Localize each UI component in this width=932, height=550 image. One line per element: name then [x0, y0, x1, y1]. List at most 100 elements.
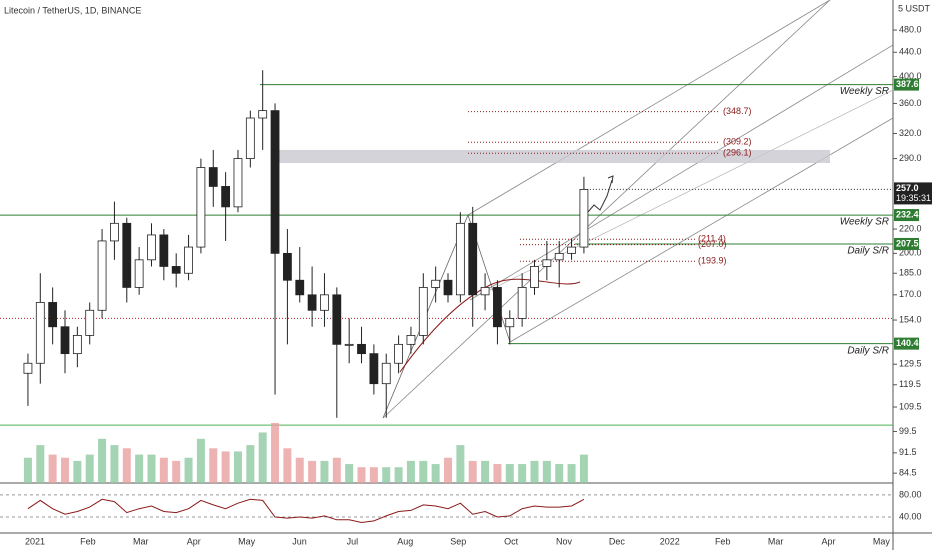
volume-bar: [110, 445, 119, 483]
candle-body: [35, 302, 45, 364]
moving-average: [399, 278, 581, 373]
candle-body: [517, 287, 527, 319]
y-tick-label: 170.0: [899, 289, 922, 299]
y-tick-label: 99.5: [899, 426, 917, 436]
volume-bar: [283, 448, 292, 483]
candle-body: [48, 302, 58, 328]
volume-bar: [382, 467, 391, 483]
candle-body: [542, 259, 552, 267]
volume-bar: [295, 457, 304, 483]
chart-title: Litecoin / TetherUS, 1D, BINANCE: [4, 5, 141, 15]
volume-bar: [271, 423, 280, 483]
x-tick-label: Oct: [504, 536, 519, 546]
level-badge: [894, 209, 919, 222]
volume-bar: [233, 451, 242, 483]
candle-body: [455, 222, 465, 296]
level-note: Daily S/R: [847, 345, 889, 356]
candle-body: [344, 343, 354, 346]
volume-bar: [258, 432, 267, 483]
level-label: 232.4: [896, 209, 919, 219]
volume-bar: [85, 454, 94, 483]
candle-body: [258, 110, 268, 119]
y-tick-label: 440.0: [899, 47, 922, 57]
x-tick-label: May: [873, 536, 891, 546]
y-tick-label: 480.0: [899, 24, 922, 34]
candle-body: [184, 246, 193, 274]
rsi-line: [27, 498, 585, 524]
x-tick-label: Aug: [397, 536, 413, 546]
x-tick-label: Apr: [187, 536, 201, 546]
candle-body: [233, 158, 243, 208]
target-label: (193.9): [698, 256, 727, 266]
x-tick-label: Apr: [821, 536, 835, 546]
y-tick-label: 290.0: [899, 153, 922, 163]
x-tick-label: 2021: [25, 536, 45, 546]
candle-body: [159, 234, 169, 267]
candle-body: [394, 343, 403, 364]
level-label: 207.5: [896, 238, 919, 248]
target-label: (211.4): [698, 234, 726, 244]
volume-bar: [159, 457, 168, 483]
candle-body: [357, 343, 366, 355]
volume-bar: [431, 464, 440, 483]
level-note: Weekly SR: [840, 86, 889, 97]
x-tick-label: Nov: [556, 536, 573, 546]
volume-bar: [505, 464, 514, 483]
volume-bar: [73, 460, 82, 483]
last-price-badge: [894, 182, 932, 205]
volume-bar: [308, 460, 317, 483]
x-tick-label: Feb: [80, 536, 96, 546]
volume-bar: [196, 438, 205, 483]
level-badge: [894, 337, 919, 350]
trend-line: [467, 0, 831, 216]
volume-bar: [221, 451, 230, 483]
candle-body: [72, 335, 82, 355]
volume-bar: [481, 460, 490, 483]
candle-body: [554, 252, 564, 261]
candle-body: [245, 117, 255, 159]
candle-body: [381, 362, 391, 385]
y-tick-label: 220.0: [899, 223, 922, 233]
volume-bar: [567, 464, 576, 483]
volume-bar: [23, 457, 32, 483]
level-note: Daily S/R: [847, 246, 889, 257]
volume-bar: [172, 460, 181, 483]
volume-bar: [444, 457, 453, 483]
volume-bar: [542, 460, 551, 483]
rsi-tick-label: 40.00: [899, 511, 922, 521]
y-tick-label: 84.5: [899, 468, 917, 478]
candle-body: [134, 259, 144, 288]
candle-body: [85, 309, 95, 336]
candle-body: [282, 252, 292, 281]
candle-body: [431, 279, 441, 288]
volume-bar: [406, 460, 415, 483]
y-tick-label: 360.0: [899, 98, 922, 108]
candle-body: [23, 362, 33, 374]
unit-label: 5 USDT: [898, 3, 931, 13]
candle-body: [579, 189, 589, 248]
rsi-tick-label: 80.00: [899, 489, 922, 499]
candle-body: [147, 234, 156, 261]
candle-body: [122, 222, 132, 288]
candle-body: [369, 353, 379, 385]
volume-bar: [36, 445, 45, 483]
x-tick-label: Dec: [609, 536, 626, 546]
trend-line: [469, 44, 894, 301]
candle-body: [418, 287, 428, 336]
volume-bar: [246, 445, 255, 483]
x-tick-label: Sep: [450, 536, 466, 546]
volume-bar: [357, 467, 366, 483]
candle-body: [505, 317, 515, 328]
volume-bar: [345, 464, 354, 483]
volume-bar: [61, 457, 70, 483]
target-label: (348.7): [723, 106, 752, 116]
volume-bar: [518, 464, 527, 483]
volume-bar: [579, 454, 588, 483]
resistance-zone: [275, 149, 830, 164]
volume-bar: [456, 445, 465, 483]
volume-bar: [419, 460, 428, 483]
y-tick-label: 91.5: [899, 447, 917, 457]
candle-body: [493, 287, 502, 328]
volume-bar: [122, 448, 131, 483]
candle-body: [208, 167, 218, 187]
